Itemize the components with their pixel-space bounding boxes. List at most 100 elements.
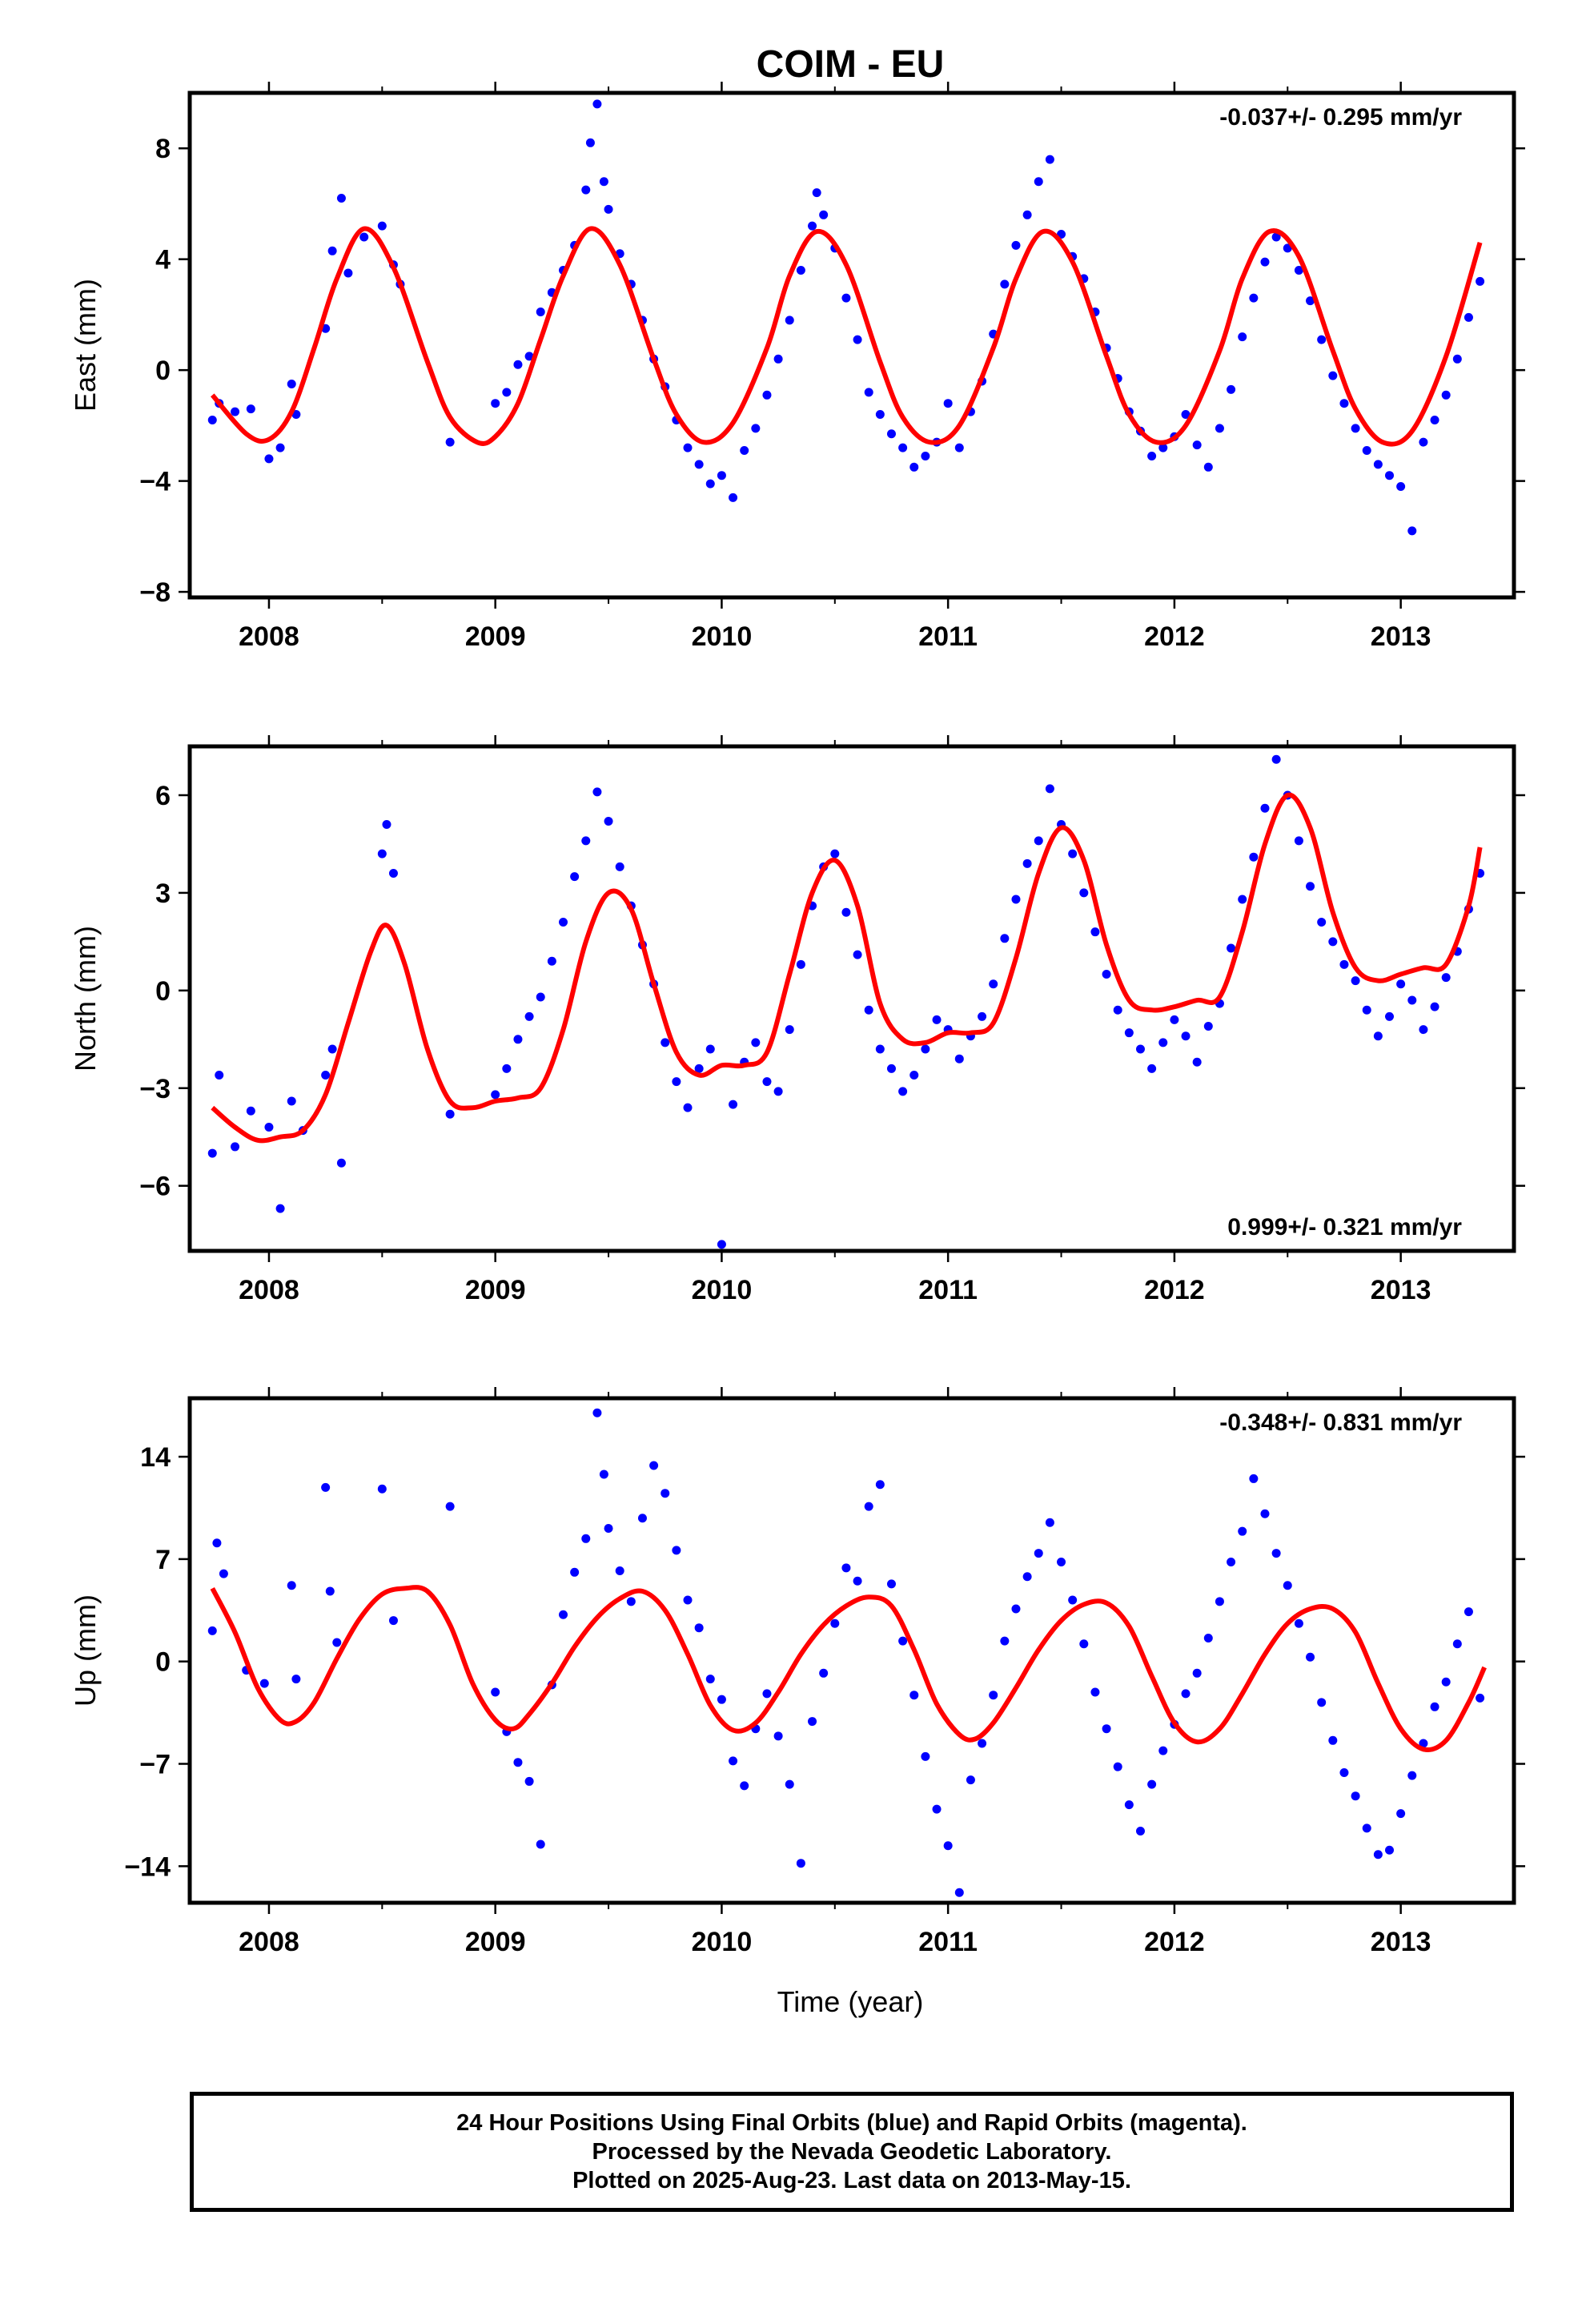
east-data-point xyxy=(445,437,455,447)
up-data-point xyxy=(604,1524,613,1534)
north-data-point xyxy=(524,1011,534,1021)
east-data-point xyxy=(287,379,296,388)
up-data-point xyxy=(559,1610,568,1619)
up-data-point xyxy=(388,1616,398,1626)
east-data-point xyxy=(246,404,255,414)
east-data-point xyxy=(1464,312,1473,322)
east-data-point xyxy=(1384,471,1394,480)
north-data-point xyxy=(246,1106,255,1116)
east-rate-label: -0.037+/- 0.295 mm/yr xyxy=(1219,104,1462,131)
east-data-point xyxy=(1147,451,1157,460)
north-data-point xyxy=(1034,836,1043,846)
up-data-point xyxy=(524,1776,534,1786)
north-data-point xyxy=(1238,895,1247,904)
east-data-point xyxy=(1227,384,1236,394)
north-data-point xyxy=(898,1087,908,1096)
up-data-point xyxy=(513,1758,523,1767)
east-data-point xyxy=(1181,410,1191,420)
up-data-point xyxy=(325,1586,335,1596)
east-x-tick-label: 2008 xyxy=(239,621,299,652)
east-data-point xyxy=(1192,440,1202,450)
north-data-point xyxy=(275,1204,285,1213)
north-y-tick-label: −3 xyxy=(139,1074,171,1104)
north-data-point xyxy=(547,956,556,966)
up-data-point xyxy=(1430,1702,1439,1711)
north-data-point xyxy=(287,1096,296,1106)
north-data-point xyxy=(830,849,840,858)
up-data-point xyxy=(796,1859,805,1868)
east-data-point xyxy=(1351,424,1360,433)
up-data-point xyxy=(853,1576,862,1586)
up-data-point xyxy=(989,1691,998,1700)
north-data-point xyxy=(683,1103,693,1112)
east-model-curve xyxy=(211,226,1483,447)
east-data-point xyxy=(921,451,930,460)
north-data-point xyxy=(207,1148,217,1158)
up-plot-frame xyxy=(187,1396,1516,1905)
up-data-point xyxy=(1215,1597,1224,1606)
north-data-point xyxy=(502,1063,512,1073)
up-data-point xyxy=(875,1480,885,1490)
up-data-point xyxy=(1135,1827,1145,1836)
up-data-point xyxy=(1339,1767,1349,1777)
up-y-tick-label: −14 xyxy=(124,1852,171,1882)
footer-box: 24 Hour Positions Using Final Orbits (bl… xyxy=(190,2092,1514,2212)
up-data-point xyxy=(592,1408,602,1417)
north-y-tick-label: 0 xyxy=(155,976,171,1007)
north-x-tick-label: 2012 xyxy=(1144,1275,1205,1305)
up-data-point xyxy=(909,1691,919,1700)
up-data-point xyxy=(1011,1604,1021,1614)
east-data-point xyxy=(275,443,285,452)
east-panel: 2008 2009 2010 2011 2012 2013 −8 −4 0 4 8 East (mm)… xyxy=(69,82,1525,652)
north-data-point xyxy=(327,1044,337,1054)
north-data-point xyxy=(1384,1011,1394,1021)
east-data-point xyxy=(1000,279,1010,289)
east-data-point xyxy=(1011,240,1021,250)
east-data-point xyxy=(491,399,500,408)
east-data-point xyxy=(1045,155,1054,164)
north-data-point xyxy=(841,907,851,917)
up-data-point xyxy=(1249,1474,1259,1483)
north-data-point xyxy=(215,1071,224,1080)
east-data-point xyxy=(336,194,346,203)
up-data-point xyxy=(1203,1633,1213,1642)
north-data-point xyxy=(886,1063,896,1073)
north-data-point xyxy=(231,1142,240,1152)
up-data-point xyxy=(785,1779,794,1789)
east-data-point xyxy=(898,443,908,452)
east-plot-frame xyxy=(187,90,1516,600)
east-data-point xyxy=(1396,482,1406,492)
north-data-point xyxy=(921,1044,930,1054)
east-data-point xyxy=(1328,371,1338,380)
north-data-point xyxy=(978,1011,987,1021)
north-data-point xyxy=(382,820,391,830)
north-model-curve xyxy=(211,792,1483,1144)
east-data-point xyxy=(808,221,817,231)
east-data-point xyxy=(264,454,274,464)
up-data-point xyxy=(978,1739,987,1748)
up-data-point xyxy=(649,1461,659,1470)
footer-line-1: 24 Hour Positions Using Final Orbits (bl… xyxy=(456,2110,1247,2136)
north-y-axis-label: North (mm) xyxy=(69,926,102,1072)
east-y-tick-label: 8 xyxy=(155,134,171,164)
up-data-point xyxy=(1158,1746,1168,1755)
north-data-point xyxy=(1079,888,1089,898)
east-data-point xyxy=(762,390,772,400)
up-data-point xyxy=(637,1514,647,1523)
up-data-point xyxy=(1113,1762,1122,1771)
up-data-point xyxy=(943,1841,953,1851)
up-data-point xyxy=(1384,1845,1394,1855)
up-data-point xyxy=(954,1888,964,1897)
up-data-point xyxy=(1238,1526,1247,1536)
up-data-point xyxy=(661,1489,670,1498)
up-data-point xyxy=(672,1546,681,1555)
north-rate-label: 0.999+/- 0.321 mm/yr xyxy=(1227,1214,1462,1240)
east-data-point xyxy=(592,99,602,109)
up-y-tick-label: 14 xyxy=(140,1442,171,1473)
up-data-point xyxy=(287,1581,296,1590)
up-data-point xyxy=(898,1636,908,1646)
north-data-point xyxy=(388,869,398,879)
north-y-tick-label: 3 xyxy=(155,879,171,909)
north-data-point xyxy=(1068,849,1078,858)
